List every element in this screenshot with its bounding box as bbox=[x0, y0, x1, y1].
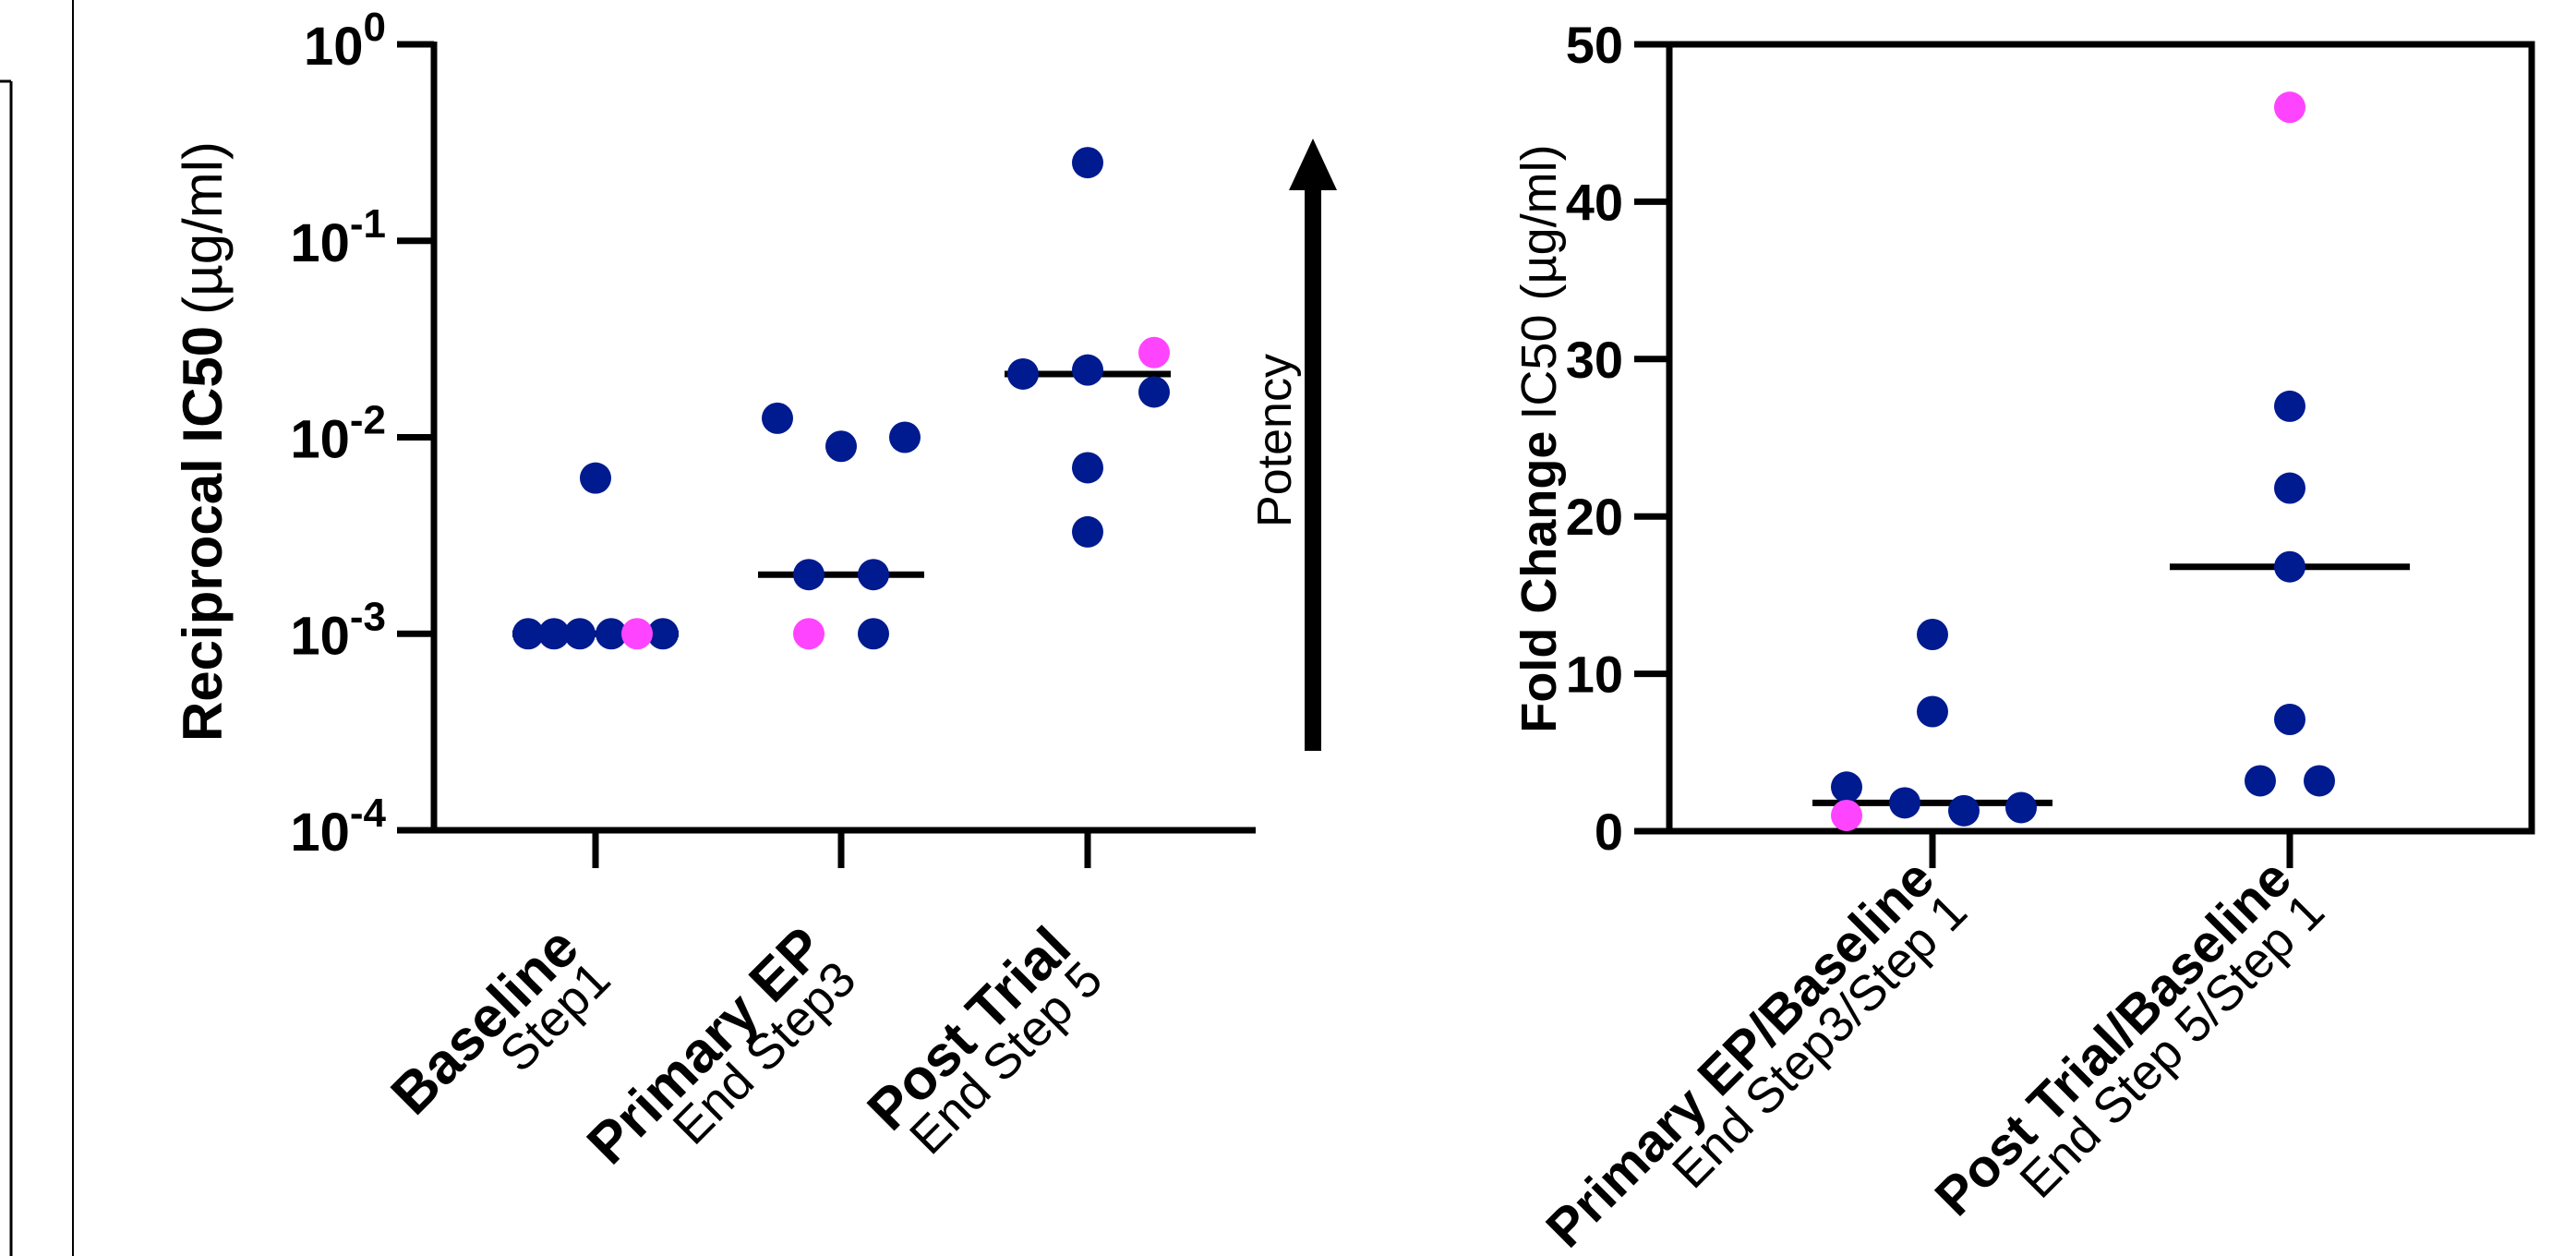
y-axis-label-1: Reciprocal IC50 (µg/ml) bbox=[172, 141, 234, 742]
y-tick-label: 10-3 bbox=[290, 594, 386, 666]
navy-data-point bbox=[580, 462, 611, 494]
navy-data-point bbox=[596, 618, 627, 650]
data-points-1 bbox=[512, 147, 1170, 650]
median-lines-1 bbox=[512, 370, 1171, 637]
potency-arrow bbox=[1289, 139, 1337, 751]
navy-data-point bbox=[2274, 550, 2305, 583]
navy-data-point bbox=[762, 402, 793, 434]
y-axis-label-2-unit: IC50 (µg/ml) bbox=[1511, 144, 1567, 419]
left-edge-frame bbox=[0, 0, 74, 1256]
navy-data-point bbox=[2304, 765, 2335, 797]
arrow-head-icon bbox=[1289, 139, 1337, 190]
fold-change-panel: 0 10 20 30 40 50 Fold Change IC50 (µg/ml) Prim… bbox=[1511, 16, 2535, 1256]
category-name: Post Trial/Baseline bbox=[1924, 848, 2304, 1227]
navy-data-point bbox=[1831, 771, 1862, 803]
navy-data-point bbox=[889, 421, 921, 453]
navy-data-point bbox=[1917, 695, 1948, 728]
y-tick-label: 10 bbox=[1566, 646, 1623, 704]
data-points-2 bbox=[1831, 91, 2335, 831]
navy-data-point bbox=[1917, 619, 1948, 650]
navy-data-point bbox=[825, 430, 857, 463]
y-axis-1: 100 10-1 10-2 10-3 10-4 bbox=[290, 5, 438, 863]
navy-data-point bbox=[512, 618, 544, 650]
x-axis-1 bbox=[397, 827, 1256, 868]
y-tick-label: 10-1 bbox=[290, 201, 386, 273]
navy-data-point bbox=[1138, 376, 1170, 408]
magenta-data-point bbox=[1138, 336, 1170, 368]
x-ticks-1 bbox=[592, 830, 1091, 868]
category-sublabel: End Step 5/Step 1 bbox=[2009, 883, 2334, 1208]
navy-data-point bbox=[2274, 472, 2305, 504]
magenta-data-point bbox=[1831, 799, 1862, 831]
y-tick-label: 10-4 bbox=[290, 791, 386, 863]
navy-data-point bbox=[538, 618, 570, 650]
y-tick-label: 100 bbox=[304, 5, 386, 77]
navy-data-point bbox=[2245, 765, 2276, 797]
plot-frame-2 bbox=[1666, 41, 2535, 835]
y-tick-label: 0 bbox=[1595, 803, 1623, 861]
y-axis-label-2: Fold Change IC50 (µg/ml) bbox=[1511, 144, 1567, 732]
navy-data-point bbox=[1072, 354, 1103, 386]
navy-data-point bbox=[793, 559, 825, 591]
navy-data-point bbox=[647, 618, 679, 650]
magenta-data-point bbox=[2274, 91, 2305, 124]
navy-data-point bbox=[2274, 390, 2305, 422]
y-tick-label: 30 bbox=[1566, 331, 1623, 389]
category-name: Primary EP/Baseline bbox=[1535, 848, 1945, 1256]
y-axis-label-1-unit: (µg/ml) bbox=[172, 141, 234, 315]
y-tick-label: 20 bbox=[1566, 488, 1623, 546]
navy-data-point bbox=[1889, 787, 1920, 819]
navy-data-point bbox=[1948, 794, 1980, 827]
navy-data-point bbox=[858, 559, 889, 591]
magenta-data-point bbox=[793, 618, 825, 650]
y-tick-label: 10-2 bbox=[290, 398, 386, 470]
navy-data-point bbox=[564, 618, 596, 650]
potency-label: Potency bbox=[1248, 354, 1302, 527]
y-ticks-2: 0 10 20 30 40 50 bbox=[1566, 16, 1669, 861]
reciprocal-ic50-panel: 100 10-1 10-2 10-3 10-4 Reciprocal IC50 (µg/m… bbox=[172, 5, 1337, 1177]
navy-data-point bbox=[1072, 147, 1103, 179]
y-tick-label: 50 bbox=[1566, 16, 1623, 74]
navy-data-point bbox=[858, 618, 889, 650]
y-axis-label-1-bold: Reciprocal IC50 bbox=[172, 326, 234, 742]
y-tick-label: 40 bbox=[1566, 173, 1623, 231]
magenta-data-point bbox=[621, 618, 653, 650]
navy-data-point bbox=[1072, 515, 1103, 548]
y-axis-label-2-bold: Fold Change bbox=[1511, 431, 1567, 733]
navy-data-point bbox=[1072, 452, 1103, 484]
navy-data-point bbox=[2274, 704, 2305, 736]
navy-data-point bbox=[1007, 357, 1039, 390]
y-ticks-1: 100 10-1 10-2 10-3 10-4 bbox=[290, 5, 434, 863]
x-ticks-2 bbox=[1929, 831, 2293, 868]
navy-data-point bbox=[2005, 791, 2037, 824]
